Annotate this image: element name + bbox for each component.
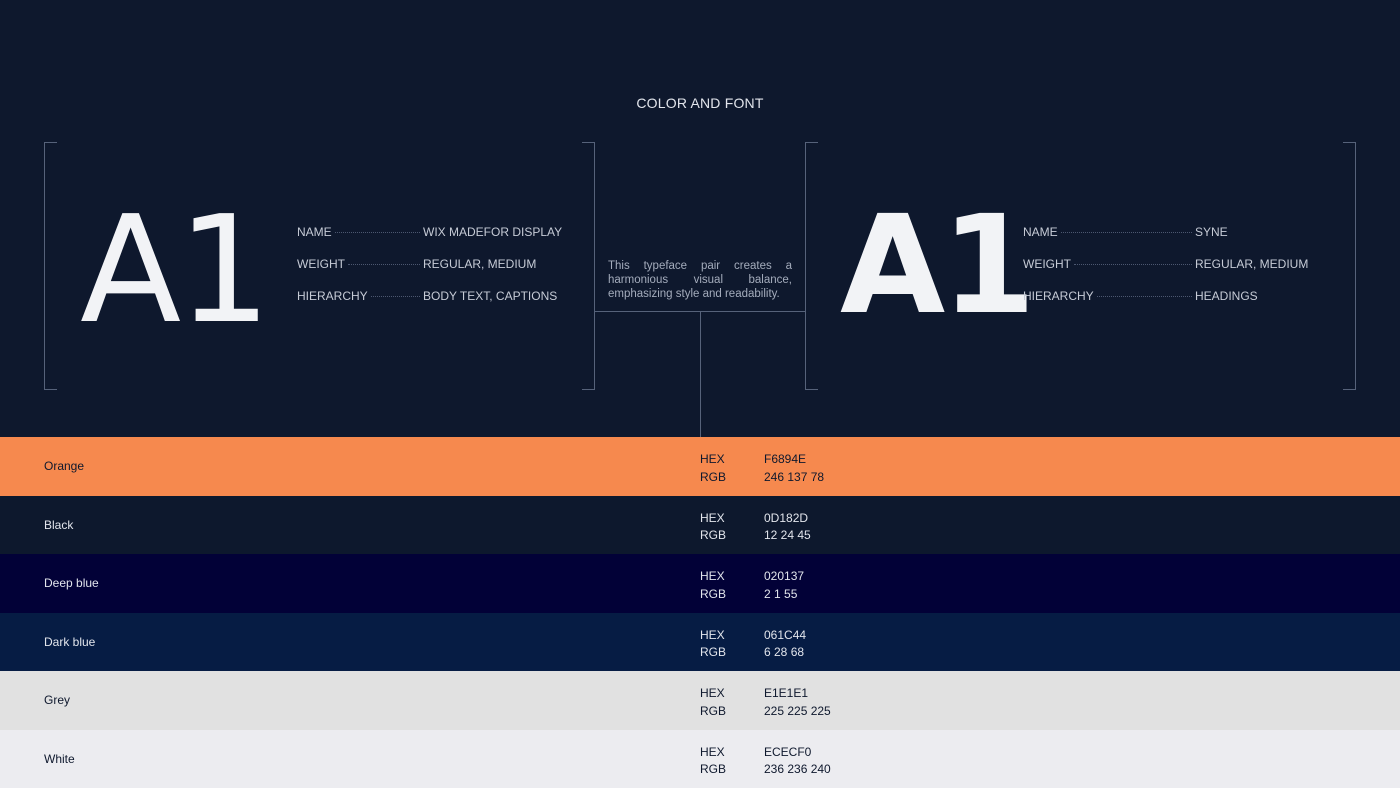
dotted-leader bbox=[1096, 296, 1192, 297]
rgb-value: 12 24 45 bbox=[764, 528, 811, 542]
right-bracket-close bbox=[1343, 142, 1356, 390]
color-row-white: White HEX RGB ECECF0 236 236 240 bbox=[0, 729, 1400, 788]
color-labels: HEX RGB bbox=[700, 744, 726, 779]
dotted-leader bbox=[1074, 264, 1192, 265]
spec-row-weight: WEIGHT REGULAR, MEDIUM bbox=[297, 257, 559, 273]
hex-value: ECECF0 bbox=[764, 744, 812, 759]
rgb-label: RGB bbox=[700, 586, 727, 601]
left-bracket-close bbox=[582, 142, 595, 390]
spec-value: HEADINGS bbox=[1195, 289, 1258, 303]
hex-label: HEX bbox=[700, 452, 725, 466]
color-name: Dark blue bbox=[44, 634, 96, 649]
dotted-leader bbox=[1060, 232, 1192, 233]
hex-value: 061C44 bbox=[764, 627, 807, 642]
spec-value: SYNE bbox=[1195, 225, 1228, 239]
spec-key: WEIGHT bbox=[1023, 257, 1071, 271]
font-sample-glyph: A1 bbox=[840, 187, 1036, 345]
spec-row-name: NAME WIX MADEFOR DISPLAY bbox=[297, 225, 563, 241]
rgb-label: RGB bbox=[700, 762, 727, 776]
spec-row-hierarchy: HIERARCHY HEADINGS bbox=[1023, 289, 1306, 305]
font-spec-list: NAME SYNE WEIGHT REGULAR, MEDIUM HIERARC… bbox=[1023, 225, 1309, 315]
color-values: ECECF0 236 236 240 bbox=[764, 744, 831, 779]
color-name: White bbox=[44, 751, 75, 766]
spec-value: REGULAR, MEDIUM bbox=[423, 257, 537, 271]
spec-value: REGULAR, MEDIUM bbox=[1195, 257, 1309, 271]
color-values: F6894E 246 137 78 bbox=[764, 451, 824, 486]
spec-key: HIERARCHY bbox=[297, 289, 368, 303]
color-labels: HEX RGB bbox=[700, 568, 726, 603]
color-name: Black bbox=[44, 517, 74, 532]
rgb-label: RGB bbox=[700, 528, 727, 542]
spec-key: NAME bbox=[297, 225, 332, 239]
hex-value: 0D182D bbox=[764, 510, 809, 525]
color-labels: HEX RGB bbox=[700, 510, 726, 545]
hex-label: HEX bbox=[700, 569, 725, 583]
color-values: 061C44 6 28 68 bbox=[764, 627, 806, 662]
color-row-dark-blue: Dark blue HEX RGB 061C44 6 28 68 bbox=[0, 612, 1400, 671]
color-labels: HEX RGB bbox=[700, 451, 726, 486]
dotted-leader bbox=[348, 264, 420, 265]
rgb-value: 6 28 68 bbox=[764, 645, 805, 659]
hex-value: E1E1E1 bbox=[764, 686, 809, 700]
right-bracket-open bbox=[805, 142, 818, 390]
typeface-pair-description: This typeface pair creates a harmonious … bbox=[608, 260, 792, 300]
left-bracket-open bbox=[44, 142, 57, 390]
connector-vertical bbox=[700, 311, 701, 437]
color-name: Orange bbox=[44, 459, 85, 474]
color-values: 0D182D 12 24 45 bbox=[764, 510, 811, 545]
color-palette-list: Orange HEX RGB F6894E 246 137 78 Black H… bbox=[0, 437, 1400, 788]
color-row-grey: Grey HEX RGB E1E1E1 225 225 225 bbox=[0, 671, 1400, 730]
hex-label: HEX bbox=[700, 510, 725, 525]
rgb-value: 236 236 240 bbox=[764, 762, 831, 776]
rgb-label: RGB bbox=[700, 645, 727, 659]
page-title: COLOR AND FONT bbox=[636, 95, 764, 111]
color-name: Deep blue bbox=[44, 576, 99, 591]
font-sample-glyph: A1 bbox=[80, 184, 271, 356]
hex-label: HEX bbox=[700, 744, 725, 759]
spec-key: NAME bbox=[1023, 225, 1058, 239]
color-row-deep-blue: Deep blue HEX RGB 020137 2 1 55 bbox=[0, 554, 1400, 613]
spec-row-name: NAME SYNE bbox=[1023, 225, 1306, 241]
color-labels: HEX RGB bbox=[700, 685, 726, 720]
spec-row-weight: WEIGHT REGULAR, MEDIUM bbox=[1023, 257, 1309, 273]
rgb-value: 2 1 55 bbox=[764, 586, 798, 601]
hex-value: 020137 bbox=[764, 569, 805, 583]
dotted-leader bbox=[334, 232, 420, 233]
spec-value: BODY TEXT, CAPTIONS bbox=[423, 289, 558, 303]
color-name: Grey bbox=[44, 693, 71, 708]
color-row-black: Black HEX RGB 0D182D 12 24 45 bbox=[0, 495, 1400, 554]
dotted-leader bbox=[370, 296, 420, 297]
rgb-value: 225 225 225 bbox=[764, 703, 831, 718]
color-values: 020137 2 1 55 bbox=[764, 568, 804, 603]
color-labels: HEX RGB bbox=[700, 627, 726, 662]
rgb-label: RGB bbox=[700, 703, 727, 718]
color-values: E1E1E1 225 225 225 bbox=[764, 685, 831, 720]
spec-row-hierarchy: HIERARCHY BODY TEXT, CAPTIONS bbox=[297, 289, 559, 305]
hex-value: F6894E bbox=[764, 452, 807, 466]
spec-value: WIX MADEFOR DISPLAY bbox=[423, 225, 563, 239]
hex-label: HEX bbox=[700, 686, 725, 700]
rgb-label: RGB bbox=[700, 469, 727, 484]
color-row-orange: Orange HEX RGB F6894E 246 137 78 bbox=[0, 437, 1400, 496]
spec-key: HIERARCHY bbox=[1023, 289, 1094, 303]
spec-key: WEIGHT bbox=[297, 257, 345, 271]
font-spec-list: NAME WIX MADEFOR DISPLAY WEIGHT REGULAR,… bbox=[297, 225, 563, 315]
hex-label: HEX bbox=[700, 627, 725, 642]
rgb-value: 246 137 78 bbox=[764, 469, 825, 484]
